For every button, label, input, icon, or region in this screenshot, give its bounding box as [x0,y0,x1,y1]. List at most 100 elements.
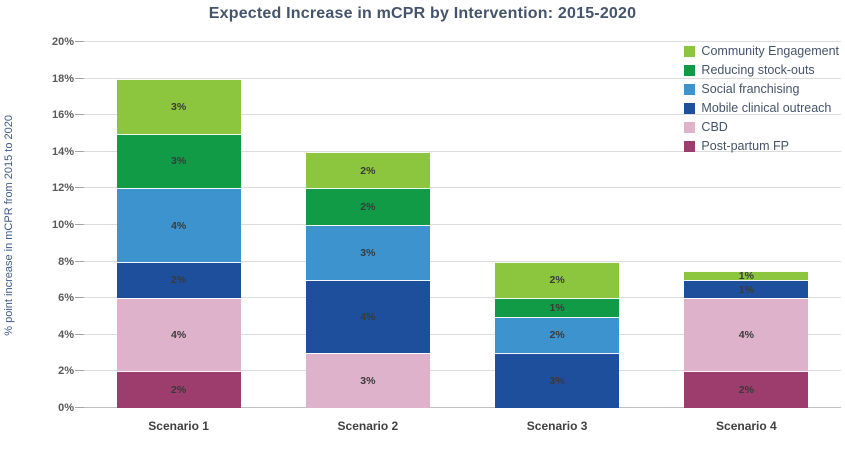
gridline-4% [75,333,841,335]
legend-label: Social franchising [701,82,800,96]
bar-segment-mobile-clinical-outreach: 2% [116,261,241,299]
x-axis-label-4: Scenario 4 [716,419,777,433]
x-axis-label-3: Scenario 3 [526,419,588,433]
legend-item-cbd: CBD [684,120,839,134]
plot-area: 2% 4% 2% 4% 3% 3% 3% 4% 3% 2% 2% 3% 2% 1% 2% 2% 4% 1% 1% [75,41,841,408]
bar-segment-mobile-clinical-outreach: 3% [495,353,620,408]
legend-label: Reducing stock-outs [701,63,815,77]
stacked-bar-scenario-3: 3% 2% 1% 2% [495,42,620,408]
stacked-bar-scenario-1: 2% 4% 2% 4% 3% 3% [116,42,241,408]
bar-column-3: 3% 2% 1% 2% [463,42,652,408]
y-tick-mark [75,260,84,262]
y-tick-label: 4% [58,328,74,341]
gridline-14% [75,150,841,152]
segment-value-label: 3% [360,246,376,259]
y-tick-mark [75,77,84,79]
y-tick-label: 20% [51,36,74,48]
segment-value-label: 2% [360,201,376,214]
bar-segment-social-franchising: 3% [305,225,430,280]
gridline-8% [75,260,841,262]
bar-segment-social-franchising: 2% [495,316,620,354]
legend-item-mobile-clinical-outreach: Mobile clinical outreach [684,101,839,115]
segment-value-label: 2% [738,384,754,397]
segment-value-label: 2% [171,274,187,287]
y-tick-label: 16% [51,109,74,122]
segment-value-label: 4% [171,329,187,342]
segment-value-label: 4% [738,329,754,342]
bar-segment-post-partum-fp: 2% [684,371,809,408]
legend-swatch-icon [684,64,696,76]
segment-value-label: 3% [360,375,376,388]
bar-segment-reducing-stock-outs: 3% [116,133,241,189]
stacked-bar-scenario-2: 3% 4% 3% 2% 2% [305,42,430,408]
y-tick-mark [75,41,84,42]
bar-column-1: 2% 4% 2% 4% 3% 3% [84,42,273,408]
gridline-12% [75,187,841,189]
legend-label: Post-partum FP [701,139,789,153]
segment-value-label: 3% [171,155,187,168]
y-tick-label: 6% [58,292,74,305]
segment-value-label: 2% [171,384,187,397]
gridline-2% [75,370,841,372]
y-tick-mark [75,333,84,335]
y-axis-tick-labels: 0% 2% 4% 6% 8% 10% 12% 14% 16% 18% 20% [0,36,74,414]
y-tick-label: 8% [58,255,74,268]
legend-item-community-engagement: Community Engagement [684,44,839,58]
y-tick-mark [75,187,84,189]
x-axis-labels: Scenario 1 Scenario 2 Scenario 3 Scenario 4 [84,419,841,441]
x-axis-label-2: Scenario 2 [337,419,399,433]
bar-segment-community-engagement: 1% [684,269,809,282]
gridline-20% [75,41,841,42]
y-tick-mark [75,407,84,408]
bar-segment-post-partum-fp: 2% [116,371,241,408]
segment-value-label: 1% [549,301,565,314]
legend: Community Engagement Reducing stock-outs S… [684,44,839,153]
segment-value-label: 2% [549,329,565,342]
y-tick-mark [75,370,84,372]
bar-segment-social-franchising: 4% [116,188,241,262]
segment-value-label: 2% [549,274,565,287]
y-tick-mark [75,224,84,225]
y-tick-label: 10% [51,219,74,231]
y-tick-mark [75,150,84,152]
legend-item-post-partum-fp: Post-partum FP [684,139,839,153]
y-tick-label: 18% [51,72,74,85]
chart-title: Expected Increase in mCPR by Interventio… [208,5,637,22]
legend-item-social-franchising: Social franchising [684,82,839,96]
y-tick-mark [75,114,84,116]
bar-segment-community-engagement: 2% [495,261,620,299]
segment-value-label: 4% [360,311,376,324]
segment-value-label: 3% [171,100,187,113]
legend-swatch-icon [684,102,696,114]
legend-label: Community Engagement [701,44,839,58]
gridline-6% [75,297,841,299]
y-tick-label: 14% [51,145,74,158]
legend-swatch-icon [684,121,696,133]
gridline-18% [75,77,841,79]
bar-segment-cbd: 4% [116,298,241,372]
y-tick-label: 2% [58,365,74,378]
legend-swatch-icon [684,83,696,95]
segment-value-label: 4% [171,219,187,232]
legend-label: CBD [701,120,728,134]
legend-swatch-icon [684,45,696,57]
segment-value-label: 1% [738,283,754,296]
y-tick-mark [75,297,84,299]
bar-segment-community-engagement: 3% [116,78,241,134]
gridline-10% [75,224,841,225]
bar-segment-mobile-clinical-outreach: 4% [305,279,430,354]
gridline-16% [75,114,841,116]
bar-segment-cbd: 4% [684,298,809,372]
bar-segment-mobile-clinical-outreach: 1% [684,279,809,299]
bar-segment-cbd: 3% [305,353,430,408]
legend-label: Mobile clinical outreach [701,101,832,115]
bar-segment-reducing-stock-outs: 2% [305,188,430,225]
bar-column-2: 3% 4% 3% 2% 2% [273,42,462,408]
x-axis-label-1: Scenario 1 [148,419,209,433]
y-tick-label: 0% [58,402,74,414]
segment-value-label: 1% [738,269,754,282]
segment-value-label: 3% [549,375,565,388]
gridline-0% [75,407,841,408]
segment-value-label: 2% [360,164,376,177]
